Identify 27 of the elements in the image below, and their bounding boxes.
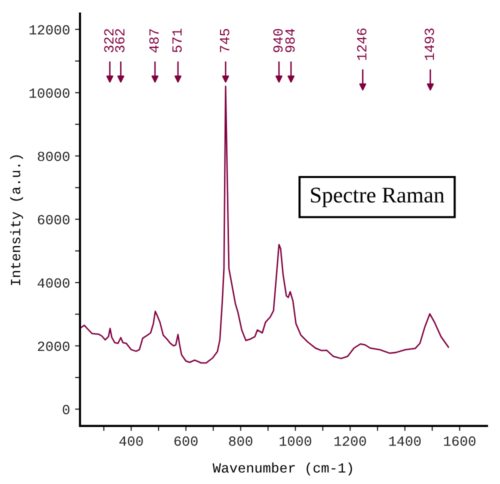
y-tick-label: 4000	[38, 278, 70, 288]
x-tick-label: 400	[119, 436, 143, 446]
annotation: 362	[115, 29, 125, 52]
x-tick-label: 600	[174, 436, 198, 446]
annotation: 745	[220, 29, 230, 52]
y-tick-label: 12000	[30, 25, 70, 35]
y-tick-label: 10000	[30, 88, 70, 98]
annotation: 487	[149, 29, 159, 52]
y-tick-label: 6000	[38, 215, 70, 224]
annotation: 1493	[424, 28, 434, 60]
x-axis-title: Wavenumber (cm-1)	[212, 462, 352, 476]
annotation: 571	[172, 28, 182, 52]
y-axis-title: Intensity (a.u.)	[10, 155, 24, 286]
y-tick-label: 8000	[38, 152, 70, 162]
annotation: 322	[104, 29, 114, 52]
line-series	[80, 86, 450, 364]
x-tick-label: 1400	[389, 436, 421, 446]
annotation: 940	[273, 28, 283, 52]
annotation: Spectre Raman	[311, 188, 444, 208]
y-tick-label: 2000	[38, 342, 70, 352]
annotation: 1246	[357, 28, 366, 60]
y-tick-label: 0	[62, 404, 70, 414]
x-tick-label: 1600	[444, 436, 476, 446]
x-tick-label: 1000	[280, 436, 312, 446]
x-tick-label: 1200	[334, 436, 366, 446]
x-tick-label: 800	[229, 436, 252, 446]
annotation: 984	[285, 28, 295, 52]
